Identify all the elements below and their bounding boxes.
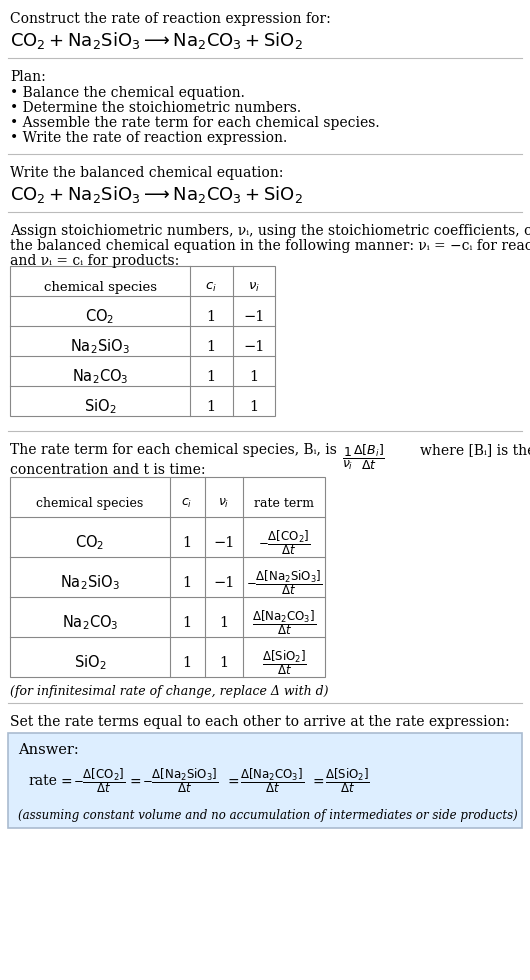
Text: 1: 1 <box>219 616 228 630</box>
Text: $=$: $=$ <box>310 774 325 788</box>
Text: 1: 1 <box>219 656 228 670</box>
Text: $\dfrac{\Delta[\mathrm{Na_2CO_3}]}{\Delta t}$: $\dfrac{\Delta[\mathrm{Na_2CO_3}]}{\Delt… <box>240 766 304 796</box>
Text: where [Bᵢ] is the amount: where [Bᵢ] is the amount <box>420 443 530 457</box>
Text: −1: −1 <box>213 576 235 590</box>
Text: 1: 1 <box>182 536 191 550</box>
Text: the balanced chemical equation in the following manner: νᵢ = −cᵢ for reactants: the balanced chemical equation in the fo… <box>10 239 530 253</box>
Text: $\mathrm{Na_2SiO_3}$: $\mathrm{Na_2SiO_3}$ <box>60 573 120 592</box>
Text: $\mathrm{CO_2 + Na_2SiO_3 \longrightarrow Na_2CO_3 + SiO_2}$: $\mathrm{CO_2 + Na_2SiO_3 \longrightarro… <box>10 184 303 205</box>
Text: • Assemble the rate term for each chemical species.: • Assemble the rate term for each chemic… <box>10 116 379 130</box>
Text: $c_i$: $c_i$ <box>181 497 192 510</box>
Text: −1: −1 <box>243 310 264 324</box>
Text: $-\dfrac{\Delta[\mathrm{Na_2SiO_3}]}{\Delta t}$: $-\dfrac{\Delta[\mathrm{Na_2SiO_3}]}{\De… <box>142 766 218 796</box>
Text: Construct the rate of reaction expression for:: Construct the rate of reaction expressio… <box>10 12 331 26</box>
Text: Assign stoichiometric numbers, νᵢ, using the stoichiometric coefficients, cᵢ, fr: Assign stoichiometric numbers, νᵢ, using… <box>10 224 530 238</box>
Text: 1: 1 <box>182 576 191 590</box>
Text: $\mathrm{CO_2 + Na_2SiO_3 \longrightarrow Na_2CO_3 + SiO_2}$: $\mathrm{CO_2 + Na_2SiO_3 \longrightarro… <box>10 30 303 51</box>
Text: rate: rate <box>28 774 57 788</box>
Text: $\mathrm{SiO_2}$: $\mathrm{SiO_2}$ <box>84 398 116 416</box>
Text: Plan:: Plan: <box>10 70 46 84</box>
Text: • Write the rate of reaction expression.: • Write the rate of reaction expression. <box>10 131 287 145</box>
Text: 1: 1 <box>250 400 259 414</box>
Text: $\dfrac{\Delta[\mathrm{Na_2CO_3}]}{\Delta t}$: $\dfrac{\Delta[\mathrm{Na_2CO_3}]}{\Delt… <box>252 609 316 637</box>
Text: Answer:: Answer: <box>18 743 79 757</box>
Text: chemical species: chemical species <box>37 497 144 510</box>
Text: $\mathrm{CO_2}$: $\mathrm{CO_2}$ <box>75 534 104 553</box>
Text: $\mathrm{Na_2CO_3}$: $\mathrm{Na_2CO_3}$ <box>72 368 128 386</box>
Text: The rate term for each chemical species, Bᵢ, is: The rate term for each chemical species,… <box>10 443 337 457</box>
Text: 1: 1 <box>207 340 216 354</box>
Text: −1: −1 <box>243 340 264 354</box>
Text: • Balance the chemical equation.: • Balance the chemical equation. <box>10 86 245 100</box>
Text: $=$: $=$ <box>58 774 73 788</box>
Text: 1: 1 <box>250 370 259 384</box>
Text: $c_i$: $c_i$ <box>205 280 217 294</box>
Text: $-\dfrac{\Delta[\mathrm{Na_2SiO_3}]}{\Delta t}$: $-\dfrac{\Delta[\mathrm{Na_2SiO_3}]}{\De… <box>246 568 322 598</box>
Text: $\dfrac{1}{\nu_i}\dfrac{\Delta[B_i]}{\Delta t}$: $\dfrac{1}{\nu_i}\dfrac{\Delta[B_i]}{\De… <box>342 443 385 472</box>
Text: 1: 1 <box>207 370 216 384</box>
Text: concentration and t is time:: concentration and t is time: <box>10 463 206 477</box>
Text: $\mathrm{SiO_2}$: $\mathrm{SiO_2}$ <box>74 654 106 672</box>
Text: • Determine the stoichiometric numbers.: • Determine the stoichiometric numbers. <box>10 101 301 115</box>
Text: $\mathrm{Na_2CO_3}$: $\mathrm{Na_2CO_3}$ <box>61 613 118 632</box>
Text: 1: 1 <box>182 656 191 670</box>
Text: (assuming constant volume and no accumulation of intermediates or side products): (assuming constant volume and no accumul… <box>18 809 518 822</box>
Bar <box>10 477 325 677</box>
Text: $\dfrac{\Delta[\mathrm{SiO_2}]}{\Delta t}$: $\dfrac{\Delta[\mathrm{SiO_2}]}{\Delta t… <box>325 766 370 796</box>
Text: $\nu_i$: $\nu_i$ <box>248 280 260 294</box>
Text: $\mathrm{Na_2SiO_3}$: $\mathrm{Na_2SiO_3}$ <box>70 338 130 357</box>
Text: Set the rate terms equal to each other to arrive at the rate expression:: Set the rate terms equal to each other t… <box>10 715 510 729</box>
Text: rate term: rate term <box>254 497 314 510</box>
Text: 1: 1 <box>207 310 216 324</box>
Text: Write the balanced chemical equation:: Write the balanced chemical equation: <box>10 166 284 180</box>
Text: and νᵢ = cᵢ for products:: and νᵢ = cᵢ for products: <box>10 254 179 268</box>
Text: 1: 1 <box>182 616 191 630</box>
Bar <box>8 733 522 828</box>
Text: $\mathrm{CO_2}$: $\mathrm{CO_2}$ <box>85 308 114 326</box>
Bar <box>10 266 275 416</box>
Text: $-\dfrac{\Delta[\mathrm{CO_2}]}{\Delta t}$: $-\dfrac{\Delta[\mathrm{CO_2}]}{\Delta t… <box>73 766 125 796</box>
Text: chemical species: chemical species <box>43 280 156 293</box>
Text: 1: 1 <box>207 400 216 414</box>
Text: $=$: $=$ <box>225 774 240 788</box>
Text: (for infinitesimal rate of change, replace Δ with d): (for infinitesimal rate of change, repla… <box>10 685 329 698</box>
Text: −1: −1 <box>213 536 235 550</box>
Text: $\dfrac{\Delta[\mathrm{SiO_2}]}{\Delta t}$: $\dfrac{\Delta[\mathrm{SiO_2}]}{\Delta t… <box>262 649 306 677</box>
Text: $-\dfrac{\Delta[\mathrm{CO_2}]}{\Delta t}$: $-\dfrac{\Delta[\mathrm{CO_2}]}{\Delta t… <box>258 528 310 558</box>
Text: $=$: $=$ <box>127 774 142 788</box>
Text: $\nu_i$: $\nu_i$ <box>218 497 229 510</box>
